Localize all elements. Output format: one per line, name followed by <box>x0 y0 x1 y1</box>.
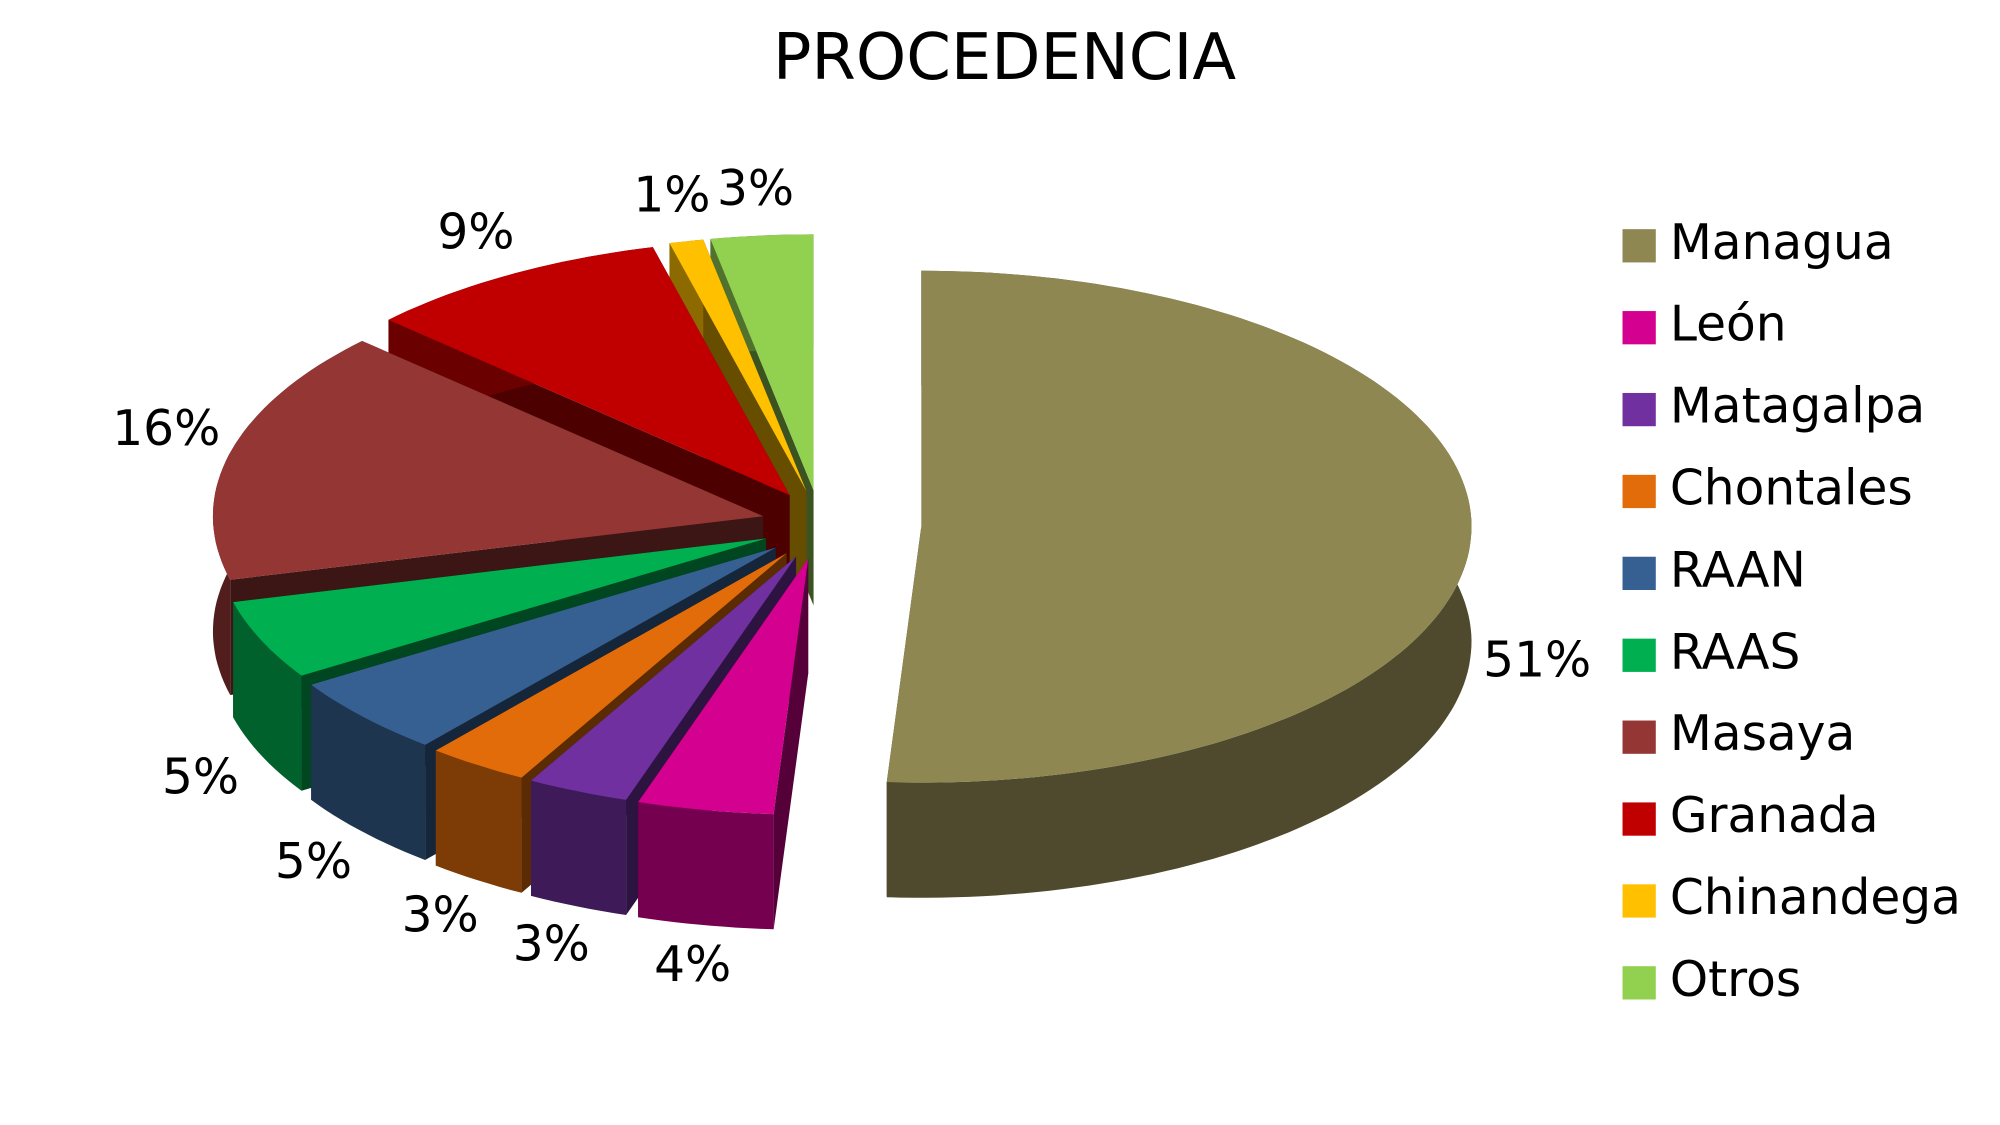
legend-swatch <box>1622 966 1656 1000</box>
slice-side <box>435 553 787 866</box>
legend-swatch <box>1622 311 1656 345</box>
data-label: 5% <box>275 834 352 890</box>
legend-label: Masaya <box>1670 706 1855 762</box>
data-label: 3% <box>513 916 590 972</box>
slice <box>531 556 797 800</box>
slice <box>212 341 764 580</box>
legend-label: León <box>1670 297 1787 353</box>
legend-label: Granada <box>1670 788 1879 844</box>
legend-swatch <box>1622 556 1656 591</box>
slice <box>638 558 809 815</box>
legend-swatch <box>1622 638 1656 672</box>
data-label: 3% <box>402 887 479 943</box>
legend-label: Chinandega <box>1670 870 1961 926</box>
pie: 3%1%9%16%51%5%5%3%3% 4% <box>112 161 1591 993</box>
legend-label: Otros <box>1670 952 1801 1008</box>
legend-swatch <box>1622 229 1656 263</box>
data-label: 5% <box>162 749 239 805</box>
data-label: 51% <box>1483 633 1591 689</box>
slice <box>435 553 787 778</box>
data-label: 3% <box>717 161 794 217</box>
slice-side <box>638 802 774 930</box>
slice <box>710 234 814 491</box>
slice-side <box>531 780 627 916</box>
data-label: 16% <box>112 401 220 457</box>
chart-title: PROCEDENCIA <box>773 21 1237 95</box>
slice <box>388 247 790 496</box>
slice-side <box>311 684 426 861</box>
slice <box>669 239 807 492</box>
legend-swatch <box>1622 802 1656 836</box>
slice <box>233 538 767 676</box>
legend-swatch <box>1622 392 1656 427</box>
slice <box>886 270 1472 783</box>
slice-side <box>435 750 522 893</box>
legend-swatch <box>1622 474 1656 509</box>
legend-swatch <box>1622 884 1656 918</box>
legend-swatch <box>1622 720 1656 754</box>
slice-side <box>233 602 302 791</box>
data-label: 9% <box>437 205 514 261</box>
slice <box>311 547 776 745</box>
legend-label: Matagalpa <box>1670 379 1925 435</box>
legend-label: Chontales <box>1670 460 1913 516</box>
data-label: 1% <box>633 168 710 224</box>
legend: Managua León Matagalpa Chontales RAAN RAAS Mas… <box>1622 215 1961 1008</box>
legend-label: Managua <box>1670 215 1894 271</box>
data-label: 4% <box>654 937 731 993</box>
legend-label: RAAN <box>1670 542 1806 598</box>
legend-label: RAAS <box>1670 624 1801 680</box>
